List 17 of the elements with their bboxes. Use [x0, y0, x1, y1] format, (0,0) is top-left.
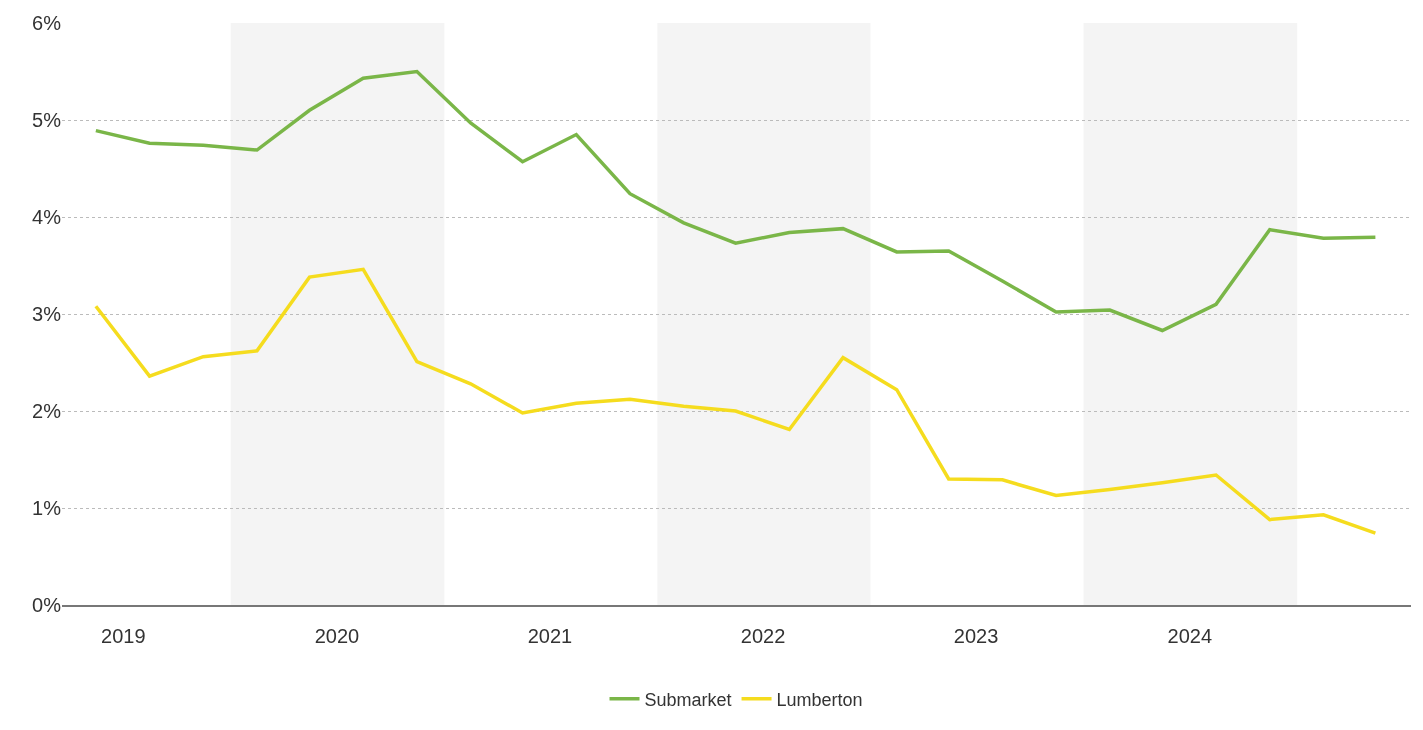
y-tick-label: 6% [32, 12, 62, 34]
y-tick-label: 2% [32, 400, 62, 422]
x-tick-label: 2022 [740, 625, 786, 647]
x-tick-label: 2021 [527, 625, 573, 647]
y-tick-label: 1% [32, 497, 62, 519]
y-tick-label: 0% [32, 594, 62, 616]
y-tick-label: 4% [32, 206, 62, 228]
y-tick-label: 3% [32, 303, 62, 325]
y-tick-label: 5% [32, 109, 62, 131]
x-tick-label: 2024 [1167, 625, 1213, 647]
x-tick-label: 2023 [953, 625, 999, 647]
line-series [94, 69, 1378, 333]
x-tick-label: 2020 [314, 625, 360, 647]
legend-label: Submarket [644, 689, 732, 710]
x-tick-label: 2019 [101, 625, 146, 647]
line-series [94, 267, 1378, 535]
legend-label: Lumberton [776, 689, 863, 710]
